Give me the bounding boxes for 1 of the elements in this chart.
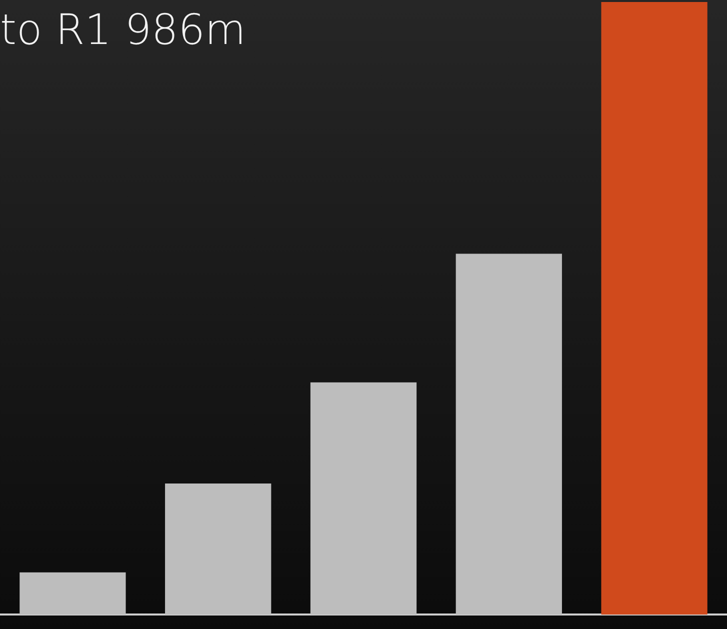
- chart-title: to R1 986m: [0, 5, 246, 54]
